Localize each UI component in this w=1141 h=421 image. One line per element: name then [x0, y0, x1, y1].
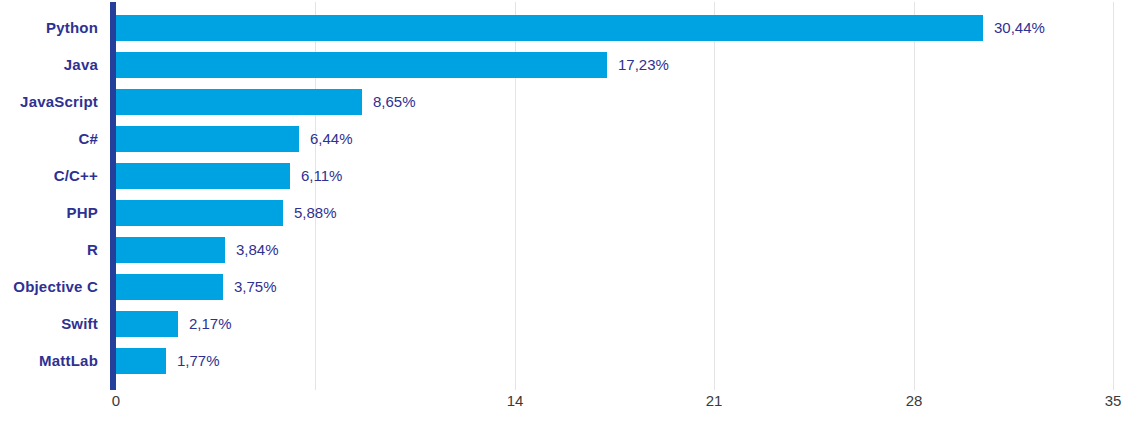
bar-row: C# 6,44%	[0, 126, 1141, 152]
x-axis-tick-label: 28	[884, 392, 944, 409]
bar	[116, 52, 607, 78]
value-label: 30,44%	[994, 15, 1045, 41]
bar-row: Objective C 3,75%	[0, 274, 1141, 300]
y-axis-line	[110, 2, 116, 390]
bar	[116, 237, 225, 263]
value-label: 1,77%	[177, 348, 220, 374]
value-label: 3,84%	[236, 237, 279, 263]
category-label: JavaScript	[0, 89, 98, 115]
bar	[116, 200, 283, 226]
category-label: C#	[0, 126, 98, 152]
bar-row: C/C++ 6,11%	[0, 163, 1141, 189]
category-label: Java	[0, 52, 98, 78]
bar-row: Python 30,44%	[0, 15, 1141, 41]
bar	[116, 15, 983, 41]
value-label: 6,44%	[310, 126, 353, 152]
category-label: R	[0, 237, 98, 263]
value-label: 8,65%	[373, 89, 416, 115]
category-label: Objective C	[0, 274, 98, 300]
value-label: 6,11%	[301, 163, 342, 189]
bar-row: JavaScript 8,65%	[0, 89, 1141, 115]
category-label: Swift	[0, 311, 98, 337]
bar-row: Swift 2,17%	[0, 311, 1141, 337]
x-axis-tick-label: 35	[1083, 392, 1141, 409]
bar-row: MattLab 1,77%	[0, 348, 1141, 374]
x-axis-tick-label: 21	[684, 392, 744, 409]
x-axis-tick-label: 14	[485, 392, 545, 409]
value-label: 2,17%	[189, 311, 232, 337]
bar	[116, 311, 178, 337]
category-label: PHP	[0, 200, 98, 226]
bar	[116, 348, 166, 374]
value-label: 3,75%	[234, 274, 277, 300]
bar	[116, 89, 362, 115]
category-label: C/C++	[0, 163, 98, 189]
x-axis-tick-label: 0	[86, 392, 146, 409]
bar-chart: Python 30,44% Java 17,23% JavaScript 8,65% C# 6…	[0, 0, 1141, 421]
category-label: Python	[0, 15, 98, 41]
bar-row: Java 17,23%	[0, 52, 1141, 78]
bar	[116, 274, 223, 300]
bar	[116, 126, 299, 152]
value-label: 17,23%	[618, 52, 669, 78]
bar-row: PHP 5,88%	[0, 200, 1141, 226]
bar-row: R 3,84%	[0, 237, 1141, 263]
category-label: MattLab	[0, 348, 98, 374]
value-label: 5,88%	[294, 200, 337, 226]
bar	[116, 163, 290, 189]
